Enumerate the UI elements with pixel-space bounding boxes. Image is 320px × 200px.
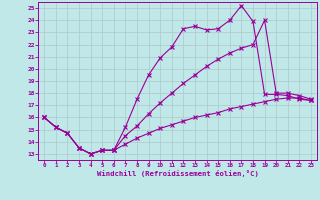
X-axis label: Windchill (Refroidissement éolien,°C): Windchill (Refroidissement éolien,°C) bbox=[97, 170, 259, 177]
